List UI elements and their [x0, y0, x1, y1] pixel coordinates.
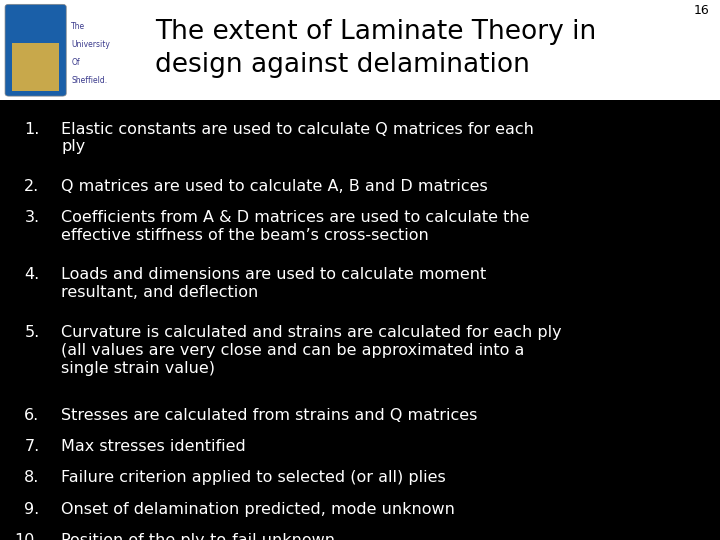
- Text: design against delamination: design against delamination: [155, 51, 530, 78]
- FancyBboxPatch shape: [0, 0, 720, 100]
- Text: Max stresses identified: Max stresses identified: [61, 439, 246, 454]
- Text: Position of the ply-to-fail unknown: Position of the ply-to-fail unknown: [61, 533, 336, 540]
- Text: 2.: 2.: [24, 179, 40, 194]
- FancyBboxPatch shape: [5, 4, 66, 96]
- Text: Loads and dimensions are used to calculate moment
resultant, and deflection: Loads and dimensions are used to calcula…: [61, 267, 487, 300]
- Text: 8.: 8.: [24, 470, 40, 485]
- Text: 3.: 3.: [24, 210, 40, 225]
- Text: Q matrices are used to calculate A, B and D matrices: Q matrices are used to calculate A, B an…: [61, 179, 488, 194]
- Text: 1.: 1.: [24, 122, 40, 137]
- Text: 9.: 9.: [24, 502, 40, 517]
- Text: The: The: [71, 22, 86, 31]
- FancyBboxPatch shape: [12, 43, 59, 91]
- Text: 16: 16: [693, 4, 709, 17]
- Text: Curvature is calculated and strains are calculated for each ply
(all values are : Curvature is calculated and strains are …: [61, 325, 562, 375]
- Text: 5.: 5.: [24, 325, 40, 340]
- Text: Sheffield.: Sheffield.: [71, 76, 107, 85]
- Text: Onset of delamination predicted, mode unknown: Onset of delamination predicted, mode un…: [61, 502, 455, 517]
- Text: Elastic constants are used to calculate Q matrices for each
ply: Elastic constants are used to calculate …: [61, 122, 534, 154]
- Text: Failure criterion applied to selected (or all) plies: Failure criterion applied to selected (o…: [61, 470, 446, 485]
- Text: 7.: 7.: [24, 439, 40, 454]
- Text: Coefficients from A & D matrices are used to calculate the
effective stiffness o: Coefficients from A & D matrices are use…: [61, 210, 530, 243]
- Text: University: University: [71, 40, 110, 49]
- Text: Of: Of: [71, 58, 80, 67]
- Text: Stresses are calculated from strains and Q matrices: Stresses are calculated from strains and…: [61, 408, 477, 423]
- Text: 6.: 6.: [24, 408, 40, 423]
- Text: 4.: 4.: [24, 267, 40, 282]
- Text: The extent of Laminate Theory in: The extent of Laminate Theory in: [155, 19, 596, 45]
- Text: 10.: 10.: [14, 533, 40, 540]
